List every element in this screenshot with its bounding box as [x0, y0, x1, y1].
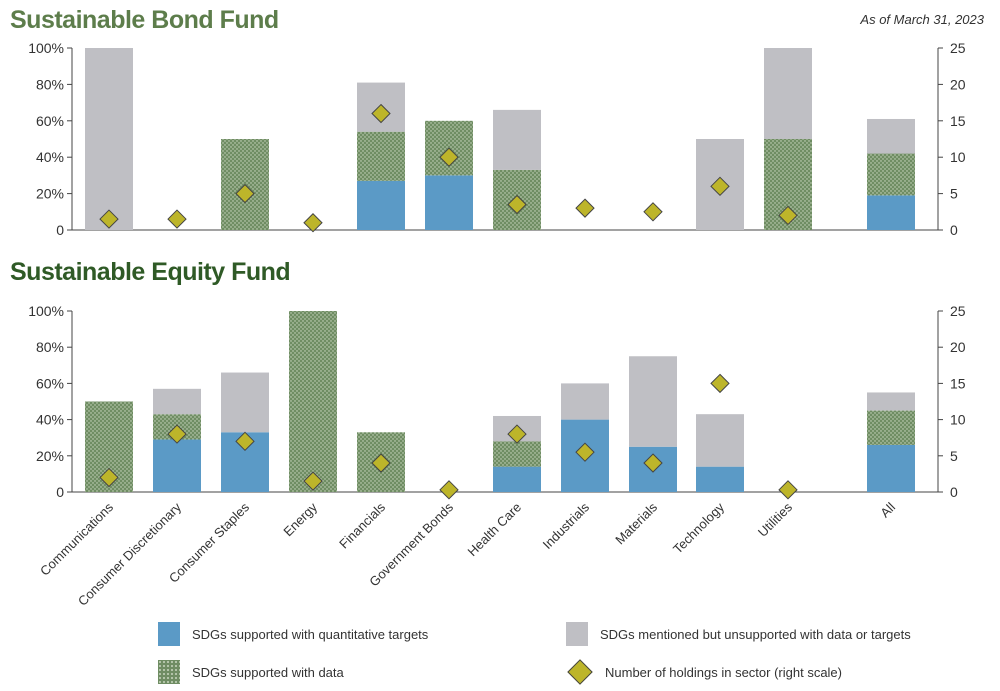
category-label-materials: Materials — [612, 499, 660, 547]
equity-ytick-label: 40% — [36, 412, 64, 428]
category-label-health-care: Health Care — [464, 500, 524, 560]
bond-y2tick-label: 0 — [950, 222, 958, 238]
bond-holdings-marker-materials — [643, 202, 663, 222]
equity-ytick-label: 20% — [36, 448, 64, 464]
equity-bar-consumer-discretionary-mentioned — [153, 388, 201, 415]
bond-holdings-marker-energy — [303, 213, 323, 233]
legend-item-data: SDGs supported with data — [158, 660, 344, 684]
equity-holdings-marker-technology — [710, 373, 730, 394]
equity-holdings-marker-health-care — [507, 424, 527, 444]
equity-bar-health-care-quantitative — [493, 466, 541, 492]
equity-y2tick-label: 5 — [950, 448, 958, 464]
bond-bar-all-data — [867, 153, 915, 196]
category-label-financials: Financials — [336, 499, 388, 551]
legend-swatch-data — [158, 660, 180, 684]
bond-bar-government-bonds-quantitative — [425, 175, 473, 230]
equity-bar-consumer-staples-mentioned — [221, 372, 269, 433]
legend: SDGs supported with quantitative targets… — [0, 622, 1000, 690]
category-label-all: All — [877, 499, 898, 520]
equity-bar-technology-quantitative — [696, 466, 744, 492]
equity-bar-energy-data — [289, 311, 337, 492]
legend-label-data: SDGs supported with data — [192, 664, 344, 680]
bond-holdings-marker-government-bonds — [439, 147, 459, 167]
equity-fund-title: Sustainable Equity Fund — [10, 258, 291, 286]
equity-bar-all-mentioned — [867, 392, 915, 411]
equity-holdings-marker-energy — [303, 471, 323, 491]
bond-bar-financials-quantitative — [357, 180, 405, 230]
category-label-energy: Energy — [280, 499, 320, 539]
equity-ytick-label: 60% — [36, 375, 64, 391]
bond-ytick-label: 0 — [56, 222, 64, 238]
equity-holdings-marker-materials — [643, 453, 663, 473]
equity-bar-all-quantitative — [867, 444, 915, 492]
bond-holdings-marker-financials — [371, 103, 391, 124]
diamond-icon — [567, 659, 593, 685]
bond-ytick-label: 100% — [28, 40, 64, 56]
bond-y2tick-label: 25 — [950, 40, 966, 56]
equity-bar-industrials-mentioned — [561, 383, 609, 420]
equity-y2tick-label: 15 — [950, 375, 966, 391]
bond-holdings-marker-technology — [710, 176, 730, 197]
legend-label-holdings: Number of holdings in sector (right scal… — [605, 664, 842, 680]
equity-bar-consumer-discretionary-quantitative — [153, 439, 201, 492]
bond-holdings-marker-communications — [99, 209, 119, 229]
equity-bar-all-data — [867, 410, 915, 445]
bond-ytick-label: 80% — [36, 76, 64, 92]
bond-bar-all-quantitative — [867, 195, 915, 230]
as-of-date: As of March 31, 2023 — [860, 12, 984, 27]
bond-holdings-marker-consumer-discretionary — [167, 209, 187, 229]
category-label-technology: Technology — [670, 499, 727, 556]
bond-fund-title: Sustainable Bond Fund — [10, 6, 279, 34]
bond-y2tick-label: 15 — [950, 113, 966, 129]
legend-label-mentioned: SDGs mentioned but unsupported with data… — [600, 626, 911, 642]
equity-holdings-marker-communications — [99, 467, 119, 488]
bond-holdings-marker-utilities — [778, 205, 798, 226]
equity-holdings-marker-utilities — [778, 480, 798, 500]
bond-bar-communications-mentioned — [85, 48, 133, 230]
equity-holdings-marker-financials — [371, 453, 391, 473]
bond-fund-chart: 0 20% 40% 60% 80% 100% 0 5 10 15 20 25 — [28, 40, 966, 238]
category-label-communications: Communications — [37, 499, 116, 578]
bond-bar-utilities-mentioned — [764, 48, 812, 139]
legend-label-quantitative: SDGs supported with quantitative targets — [192, 626, 429, 642]
bond-ytick-label: 20% — [36, 186, 64, 202]
bond-holdings-marker-industrials — [575, 198, 595, 218]
legend-item-quantitative: SDGs supported with quantitative targets — [158, 622, 428, 646]
bond-bar-health-care-mentioned — [493, 109, 541, 170]
legend-swatch-mentioned — [566, 622, 588, 646]
bond-bar-all-mentioned — [867, 118, 915, 154]
bond-holdings-marker-health-care — [507, 194, 527, 215]
equity-bar-health-care-data — [493, 441, 541, 467]
legend-item-holdings: Number of holdings in sector (right scal… — [566, 659, 842, 685]
bond-bar-financials-data — [357, 131, 405, 181]
equity-y2tick-label: 20 — [950, 339, 966, 355]
equity-y2tick-label: 0 — [950, 484, 958, 500]
bond-y2tick-label: 5 — [950, 186, 958, 202]
category-label-utilities: Utilities — [755, 499, 796, 540]
equity-y2tick-label: 10 — [950, 412, 966, 428]
equity-ytick-label: 0 — [56, 484, 64, 500]
bond-holdings-marker-consumer-staples — [235, 183, 255, 204]
equity-holdings-marker-consumer-staples — [235, 431, 255, 452]
equity-bar-technology-mentioned — [696, 414, 744, 467]
equity-holdings-marker-industrials — [575, 442, 595, 462]
equity-holdings-marker-government-bonds — [439, 480, 459, 500]
legend-swatch-quantitative — [158, 622, 180, 646]
equity-fund-chart: 0 20% 40% 60% 80% 100% 0 5 10 15 20 25 Communication… — [28, 303, 966, 609]
bond-ytick-label: 40% — [36, 149, 64, 165]
legend-item-mentioned: SDGs mentioned but unsupported with data… — [566, 622, 911, 646]
equity-y2tick-label: 25 — [950, 303, 966, 319]
equity-bar-materials-mentioned — [629, 356, 677, 447]
bond-y2tick-label: 10 — [950, 149, 966, 165]
bond-ytick-label: 60% — [36, 113, 64, 129]
category-label-industrials: Industrials — [540, 499, 593, 552]
equity-holdings-marker-consumer-discretionary — [167, 424, 187, 444]
equity-ytick-label: 100% — [28, 303, 64, 319]
equity-ytick-label: 80% — [36, 339, 64, 355]
bond-y2tick-label: 20 — [950, 76, 966, 92]
